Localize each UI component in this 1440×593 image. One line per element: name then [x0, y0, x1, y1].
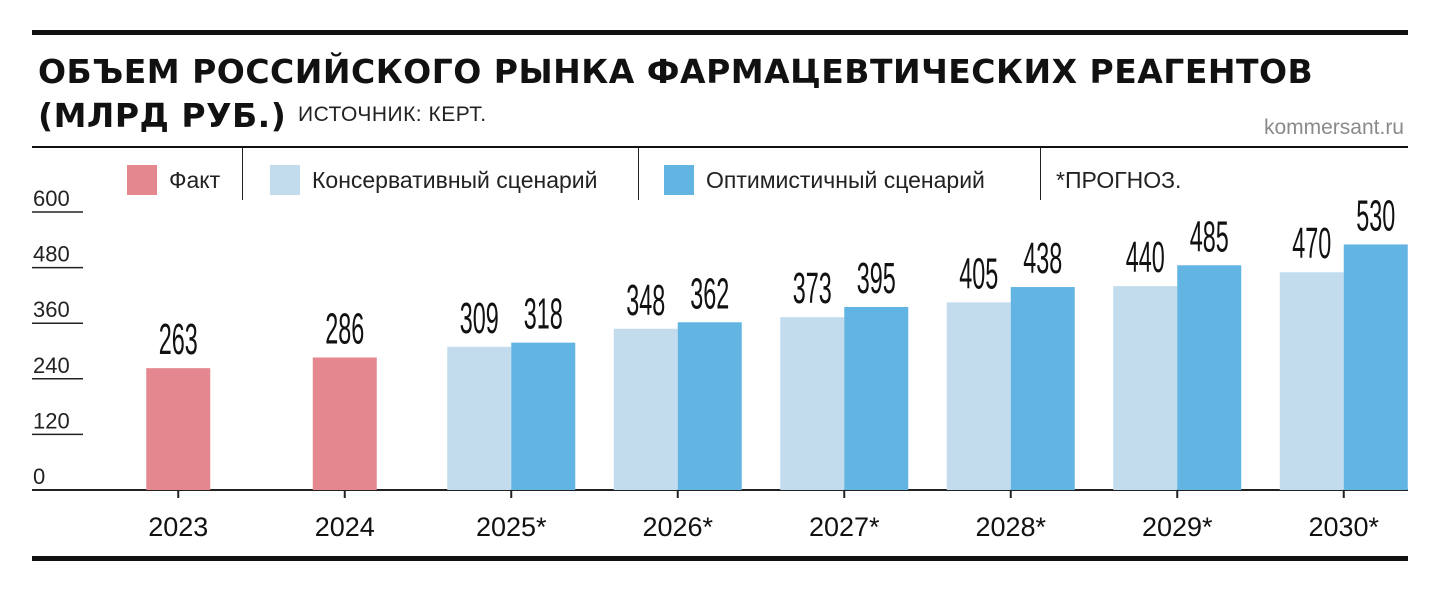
x-tick-label: 2029* — [1142, 512, 1213, 542]
y-tick-label: 0 — [33, 464, 45, 489]
bar-value-label: 309 — [460, 294, 499, 343]
chart-title: ОБЪЕМ РОССИЙСКОГО РЫНКА ФАРМАЦЕВТИЧЕСКИХ… — [38, 50, 1313, 138]
bar — [613, 328, 678, 490]
y-tick-label: 360 — [33, 297, 70, 322]
bar-value-label: 485 — [1190, 213, 1229, 262]
legend-swatch-fact — [127, 165, 157, 195]
bar — [1343, 244, 1408, 490]
title-line-2: (МЛРД РУБ.) — [38, 96, 287, 135]
x-tick-label: 2026* — [642, 512, 713, 542]
bar — [312, 357, 377, 490]
site-credit: kommersant.ru — [1263, 116, 1404, 139]
x-tick-label: 2027* — [809, 512, 880, 542]
source-note: ИСТОЧНИК: КЕРТ. — [298, 103, 487, 126]
bar — [844, 306, 909, 490]
bar — [146, 368, 211, 490]
legend-separator — [638, 148, 639, 200]
bar — [677, 322, 742, 490]
bar-value-label: 440 — [1126, 234, 1165, 283]
legend-swatch-conservative — [270, 165, 300, 195]
y-tick-label: 240 — [33, 353, 70, 378]
bar-value-label: 470 — [1292, 220, 1331, 269]
bar — [447, 346, 512, 490]
bar-value-label: 395 — [857, 254, 896, 303]
bar — [780, 317, 845, 490]
title-line-1: ОБЪЕМ РОССИЙСКОГО РЫНКА ФАРМАЦЕВТИЧЕСКИХ… — [38, 52, 1314, 91]
legend-label-fact: Факт — [169, 166, 221, 193]
y-tick-label: 120 — [33, 408, 70, 433]
bar — [1010, 287, 1075, 490]
bar-value-label: 362 — [690, 270, 729, 319]
bar-value-label: 373 — [793, 265, 832, 314]
bar — [1279, 272, 1344, 490]
bar-value-label: 405 — [959, 250, 998, 299]
legend-item-optimistic: Оптимистичный сценарий — [664, 162, 985, 198]
top-rule — [32, 30, 1408, 35]
bar — [1177, 265, 1242, 490]
y-tick-label: 480 — [33, 242, 70, 267]
legend-separator — [1040, 148, 1041, 200]
bar-value-label: 530 — [1356, 192, 1395, 241]
x-tick-label: 2028* — [975, 512, 1046, 542]
x-tick-label: 2023 — [148, 512, 208, 542]
bottom-rule — [32, 556, 1408, 561]
legend-separator — [242, 148, 243, 200]
legend-item-conservative: Консервативный сценарий — [270, 162, 597, 198]
legend-label-conservative: Консервативный сценарий — [312, 166, 598, 193]
legend-item-fact: Факт — [127, 162, 220, 198]
x-tick-label: 2024 — [315, 512, 375, 542]
bar-value-label: 438 — [1023, 234, 1062, 283]
bar — [511, 342, 576, 490]
legend-label-optimistic: Оптимистичный сценарий — [706, 166, 985, 193]
forecast-note: *ПРОГНОЗ. — [1056, 167, 1182, 193]
x-tick-label: 2030* — [1308, 512, 1379, 542]
bar — [1113, 286, 1178, 490]
bar-value-label: 286 — [325, 305, 364, 354]
bar — [946, 302, 1011, 490]
header-divider — [32, 146, 1408, 148]
bar-value-label: 318 — [524, 290, 563, 339]
legend-swatch-optimistic — [664, 165, 694, 195]
x-tick-label: 2025* — [476, 512, 547, 542]
y-tick-label: 600 — [33, 186, 70, 211]
bar-value-label: 348 — [626, 276, 665, 325]
bar-value-label: 263 — [159, 316, 198, 365]
